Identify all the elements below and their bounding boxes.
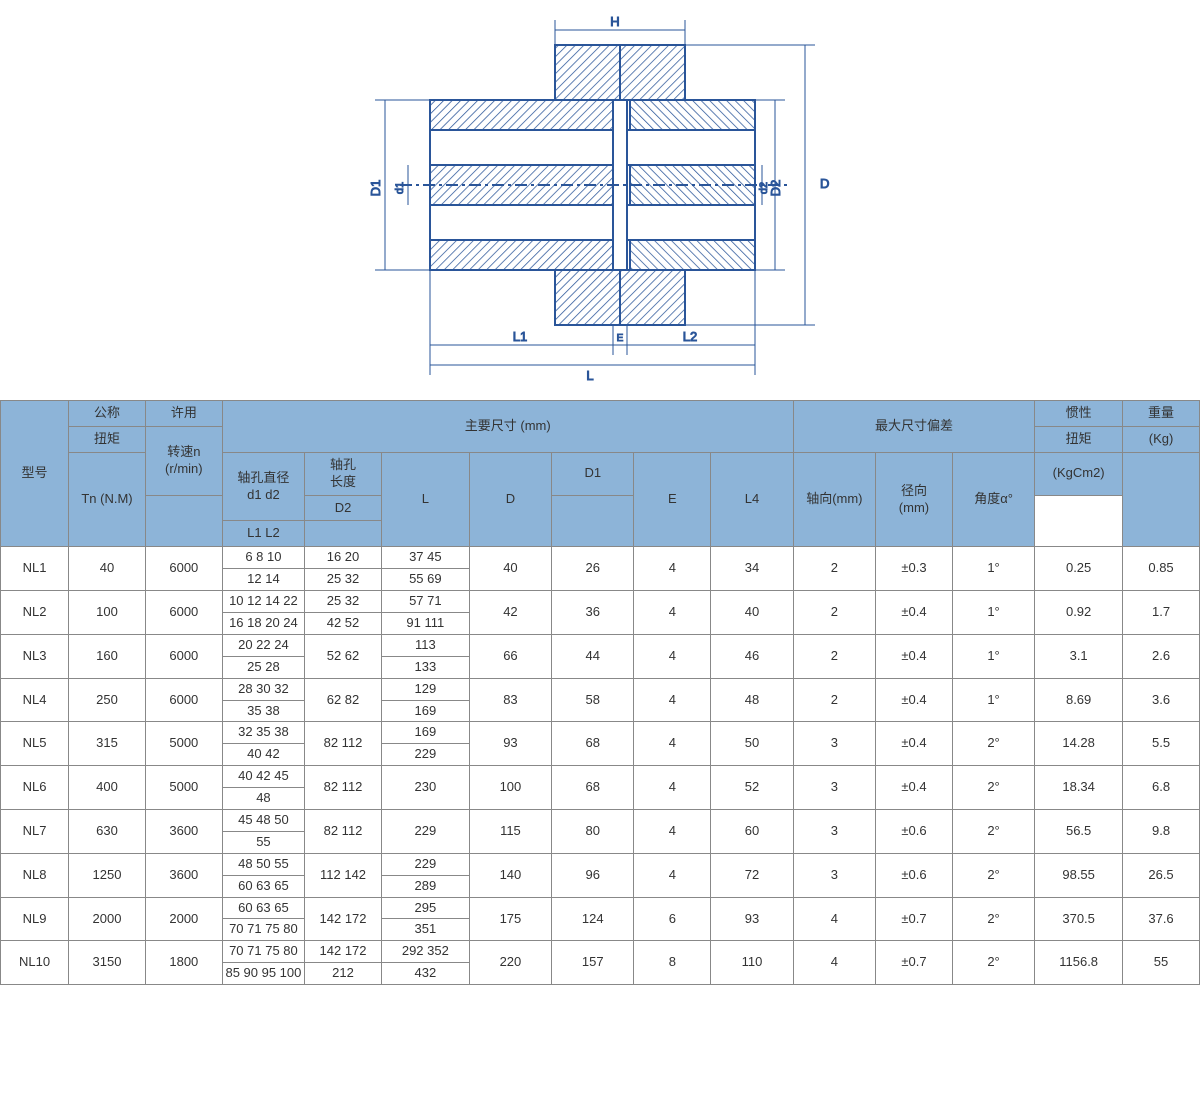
table-row: NL103150180070 71 75 80142 172292 352220… [1, 941, 1200, 963]
table-row: NL4250600028 30 3262 8212983584482±0.41°… [1, 678, 1200, 700]
table-row: NL14060006 8 1016 2037 4540264342±0.31°0… [1, 547, 1200, 569]
dim-L1: L1 [513, 329, 527, 344]
hdr-allowable: 许用 [145, 401, 222, 427]
hdr-inertia: 惯性 [1035, 401, 1123, 427]
dim-L2: L2 [683, 329, 697, 344]
coupling-diagram: H D D2 d2 D1 d1 L1 [330, 10, 870, 390]
hdr-D: D [469, 452, 551, 547]
table-row: NL2100600010 12 14 2225 3257 7142364402±… [1, 591, 1200, 613]
dim-H: H [610, 14, 619, 29]
hdr-D2: D2 [305, 495, 382, 521]
hdr-axial: 轴向(mm) [793, 452, 875, 547]
hdr-L: L [381, 452, 469, 547]
spec-table: 型号 公称 许用 主要尺寸 (mm) 最大尺寸偏差 惯性 重量 扭矩 转速n (… [0, 400, 1200, 985]
hdr-speed: 转速n (r/min) [145, 426, 222, 495]
hdr-kgcm2: (KgCm2) [1035, 452, 1123, 495]
hdr-max-dev: 最大尺寸偏差 [793, 401, 1035, 453]
hdr-model: 型号 [1, 401, 69, 547]
hdr-main-dim: 主要尺寸 (mm) [222, 401, 793, 453]
dim-D: D [820, 176, 829, 191]
technical-diagram: H D D2 d2 D1 d1 L1 [0, 0, 1200, 400]
dim-d1: d1 [394, 182, 406, 194]
dim-D2: D2 [768, 180, 783, 197]
hdr-l1l2: L1 L2 [222, 521, 304, 547]
hdr-angle: 角度α° [952, 452, 1034, 547]
hdr-kg: (Kg) [1123, 426, 1200, 452]
hdr-weight: 重量 [1123, 401, 1200, 427]
dim-d2: d2 [758, 182, 770, 194]
table-row: NL7630360045 48 5082 112229115804603±0.6… [1, 810, 1200, 832]
hdr-torque2: 扭矩 [1035, 426, 1123, 452]
table-row: NL6400500040 42 4582 112230100684523±0.4… [1, 766, 1200, 788]
hdr-bore-dia: 轴孔直径 d1 d2 [222, 452, 304, 521]
hdr-nominal: 公称 [69, 401, 146, 427]
hdr-L4: L4 [711, 452, 793, 547]
hdr-tn: Tn (N.M) [69, 452, 146, 547]
dim-L: L [586, 368, 593, 383]
hdr-D1: D1 [552, 452, 634, 495]
dim-D1: D1 [368, 180, 383, 197]
table-row: NL92000200060 63 65142 1722951751246934±… [1, 897, 1200, 919]
hdr-radial: 径向 (mm) [876, 452, 953, 547]
table-header: 型号 公称 许用 主要尺寸 (mm) 最大尺寸偏差 惯性 重量 扭矩 转速n (… [1, 401, 1200, 547]
hdr-bore-len: 轴孔 长度 [305, 452, 382, 495]
hdr-E: E [634, 452, 711, 547]
hdr-torque: 扭矩 [69, 426, 146, 452]
table-row: NL3160600020 22 2452 6211366444462±0.41°… [1, 634, 1200, 656]
table-row: NL5315500032 35 3882 11216993684503±0.42… [1, 722, 1200, 744]
table-row: NL81250360048 50 55112 142229140964723±0… [1, 853, 1200, 875]
table-body: NL14060006 8 1016 2037 4540264342±0.31°0… [1, 547, 1200, 985]
dim-E: E [617, 333, 624, 344]
